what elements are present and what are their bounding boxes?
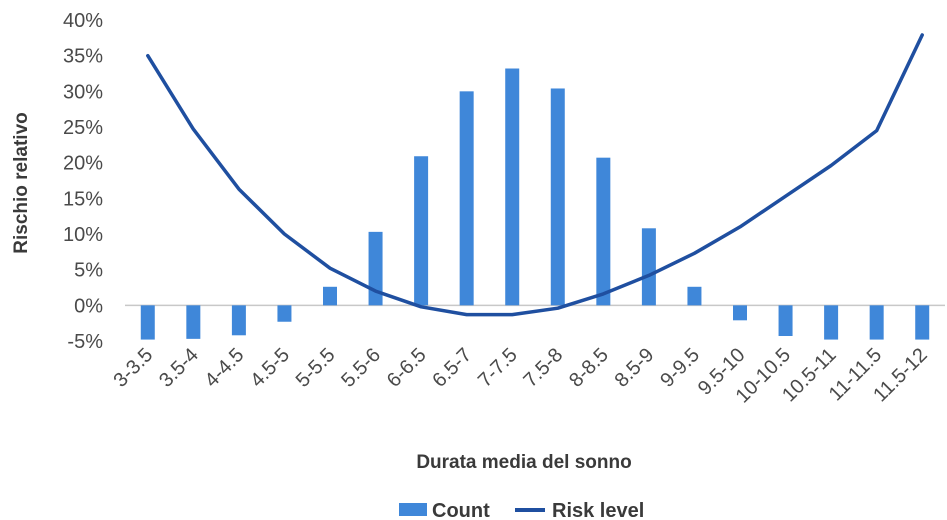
x-tick-label: 3-3.5 — [110, 344, 158, 392]
x-tick-label: 6.5-7 — [428, 344, 476, 392]
count-bar — [323, 286, 337, 306]
count-bar — [778, 305, 793, 337]
count-bar — [915, 305, 930, 340]
x-tick-label: 8-8.5 — [565, 344, 613, 392]
y-tick-label: -5% — [67, 331, 103, 353]
x-axis-title: Durata media del sonno — [416, 452, 631, 473]
count-bar — [596, 157, 611, 306]
x-tick-label: 5.5-6 — [337, 344, 385, 392]
count-bar — [368, 231, 383, 306]
y-tick-label: 15% — [63, 188, 103, 210]
count-bar — [186, 305, 201, 339]
x-tick-label: 8.5-9 — [611, 344, 659, 392]
y-tick-label: 10% — [63, 224, 103, 246]
y-axis-ticks: -5% 0% 5% 10% 15% 20% 25% 30% 35% 40% — [63, 10, 103, 353]
y-axis-title: Rischio relativo — [11, 112, 32, 254]
count-bar — [687, 286, 702, 306]
x-tick-label: 4-4.5 — [201, 344, 249, 392]
count-bar — [869, 305, 884, 340]
risk-level-line — [146, 33, 924, 317]
y-tick-label: 30% — [63, 81, 103, 103]
y-tick-label: 0% — [74, 295, 103, 317]
legend: Count Risk level — [399, 500, 644, 520]
x-tick-label: 7.5-8 — [520, 344, 568, 392]
legend-count-swatch — [399, 503, 427, 516]
count-bar — [231, 305, 246, 336]
x-tick-label: 3.5-4 — [155, 344, 203, 392]
count-bar — [641, 228, 656, 306]
count-bar — [459, 91, 474, 306]
count-bar — [550, 88, 565, 306]
count-bar — [733, 305, 747, 321]
y-tick-label: 5% — [74, 260, 103, 282]
y-tick-label: 20% — [63, 153, 103, 175]
count-bar — [140, 305, 155, 340]
legend-count-label: Count — [432, 500, 490, 520]
x-tick-label: 5-5.5 — [292, 344, 340, 392]
count-bar — [505, 68, 520, 306]
y-tick-label: 25% — [63, 117, 103, 139]
x-tick-label: 6-6.5 — [383, 344, 431, 392]
count-bar — [277, 305, 292, 322]
count-bars — [140, 68, 930, 340]
y-tick-label: 40% — [63, 10, 103, 32]
x-tick-label: 4.5-5 — [246, 344, 294, 392]
x-tick-label: 7-7.5 — [474, 344, 522, 392]
y-tick-label: 35% — [63, 46, 103, 68]
count-bar — [414, 156, 429, 306]
legend-risk-label: Risk level — [552, 500, 644, 520]
count-bar — [824, 305, 839, 340]
x-axis-ticks: 3-3.53.5-44-4.54.5-55-5.55.5-66-6.56.5-7… — [110, 344, 932, 408]
